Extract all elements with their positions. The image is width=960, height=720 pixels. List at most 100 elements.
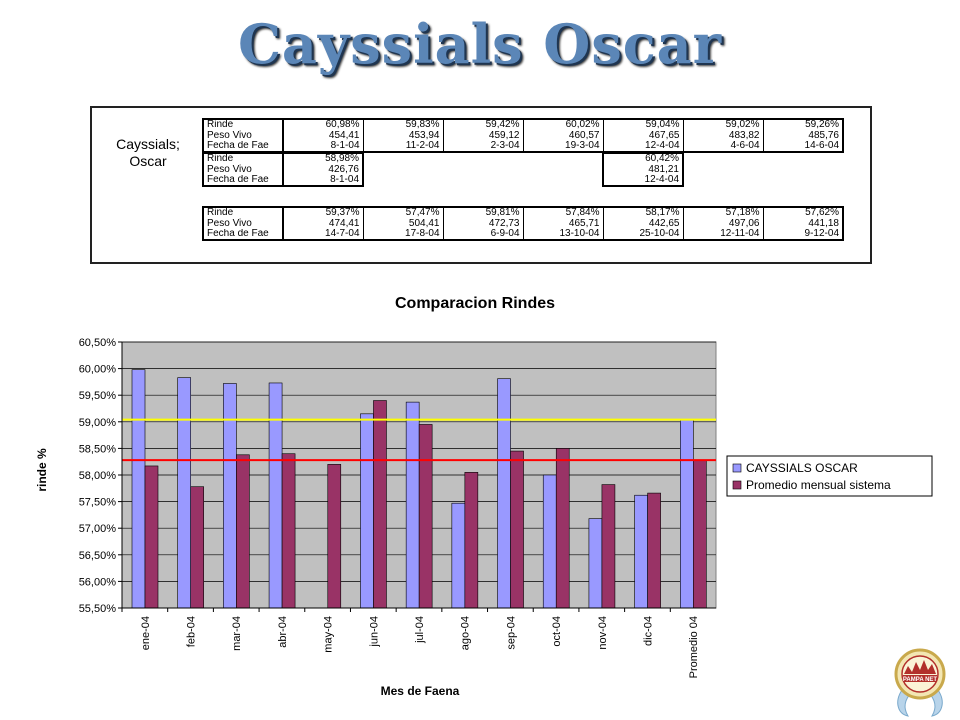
table-cell: 57,18% xyxy=(683,207,764,218)
table-cell: 60,98% xyxy=(283,119,364,130)
reference-lines xyxy=(122,418,716,462)
table-cell: 442,65 xyxy=(603,218,684,229)
table-block-1: Rinde 60,98% 59,83% 59,42% 60,02% 59,04% 59,02… xyxy=(202,118,844,153)
table-block-3: Rinde 59,37% 57,47% 59,81% 57,84% 58,17% 57,18… xyxy=(202,206,844,241)
table-cell: 8-1-04 xyxy=(283,141,364,152)
y-tick-label: 59,00% xyxy=(79,417,117,429)
table-cell: 59,37% xyxy=(283,207,364,218)
table-cell xyxy=(363,153,443,164)
x-tick-label: may-04 xyxy=(323,616,335,653)
table-cell: 14-6-04 xyxy=(763,141,844,152)
table-cell: 60,42% xyxy=(602,152,684,164)
bar xyxy=(144,465,159,609)
table-cell xyxy=(363,175,443,186)
table-cell xyxy=(683,175,763,186)
table-cell: 59,83% xyxy=(363,119,444,130)
table-cell: 4-6-04 xyxy=(683,141,764,152)
table-row: Rinde 60,98% 59,83% 59,42% 60,02% 59,04% 59,02… xyxy=(203,119,844,130)
table-cell xyxy=(523,175,603,186)
comparison-chart: Comparacion Rindes 55,50% 56,00% 56,50% 57,… xyxy=(35,295,933,698)
table-cell: 465,71 xyxy=(523,218,604,229)
y-tick-label: 55,50% xyxy=(79,603,117,615)
row-label: Rinde xyxy=(203,119,284,130)
x-tick-label: nov-04 xyxy=(597,616,609,650)
y-tick-label: 60,00% xyxy=(79,364,117,376)
x-tick-label: jun-04 xyxy=(368,616,380,648)
row-label: Peso Vivo xyxy=(203,130,284,141)
x-tick-label: feb-04 xyxy=(186,616,198,647)
bar xyxy=(601,484,616,609)
table-cell: 8-1-04 xyxy=(283,175,364,187)
row-label: Rinde xyxy=(202,152,284,164)
table-row: Peso Vivo 454,41 453,94 459,12 460,57 467,65 4… xyxy=(203,130,844,141)
bar xyxy=(693,459,707,609)
bar xyxy=(464,472,479,609)
table-cell: 11-2-04 xyxy=(363,141,444,152)
table-cell: 9-12-04 xyxy=(763,229,844,240)
x-tick-label: jul-04 xyxy=(414,616,426,644)
table-cell xyxy=(683,164,763,175)
table-cell xyxy=(443,164,523,175)
table-cell: 57,62% xyxy=(763,207,844,218)
table-cell: 19-3-04 xyxy=(523,141,604,152)
table-cell xyxy=(763,164,843,175)
table-cell: 467,65 xyxy=(603,130,684,141)
table-cell: 2-3-04 xyxy=(443,141,524,152)
table-cell: 12-4-04 xyxy=(603,141,684,152)
bars xyxy=(131,369,707,609)
table-row: Peso Vivo 426,76 481,21 xyxy=(202,164,843,175)
x-tick-label: ene-04 xyxy=(140,616,152,650)
table-cell xyxy=(683,153,763,164)
bar xyxy=(268,382,283,609)
table-cell: 17-8-04 xyxy=(363,229,444,240)
table-cell xyxy=(763,153,843,164)
table-cell: 460,57 xyxy=(523,130,604,141)
legend-label: CAYSSIALS OSCAR xyxy=(746,461,858,475)
table-cell: 453,94 xyxy=(363,130,444,141)
table-cell: 12-11-04 xyxy=(683,229,764,240)
bar xyxy=(327,464,342,609)
table-cell: 441,18 xyxy=(763,218,844,229)
bar xyxy=(360,413,374,609)
legend-swatch xyxy=(732,480,742,490)
y-tick-label: 56,00% xyxy=(79,576,117,588)
row-label: Peso Vivo xyxy=(202,164,284,175)
table-cell: 14-7-04 xyxy=(283,229,364,240)
table-cell: 485,76 xyxy=(763,130,844,141)
slide-title: Cayssials Oscar xyxy=(237,12,723,76)
table-row: Peso Vivo 474,41 504,41 472,73 465,71 442,65 4… xyxy=(203,218,844,229)
legend-swatch xyxy=(732,463,742,473)
bar xyxy=(510,450,524,609)
legend-label: Promedio mensual sistema xyxy=(746,478,891,492)
y-tick-label: 60,50% xyxy=(79,337,117,349)
table-cell: 426,76 xyxy=(283,164,364,175)
bar xyxy=(373,400,387,609)
bar xyxy=(680,419,694,609)
table-cell: 59,42% xyxy=(443,119,524,130)
x-axis: ene-04 feb-04 mar-04 abr-04 may-04 jun-04 jul-… xyxy=(121,607,716,678)
bar xyxy=(236,454,250,609)
table-cell: 59,81% xyxy=(443,207,524,218)
table-cell: 497,06 xyxy=(683,218,764,229)
x-tick-label: abr-04 xyxy=(277,616,289,648)
bar xyxy=(281,453,296,609)
table-cell: 57,84% xyxy=(523,207,604,218)
grower-label: Cayssials; Oscar xyxy=(96,136,200,170)
table-cell xyxy=(363,164,443,175)
table-cell: 58,17% xyxy=(603,207,684,218)
pampa-net-logo: PAMPA NET xyxy=(894,648,946,717)
x-tick-label: ago-04 xyxy=(460,616,472,650)
table-cell xyxy=(523,164,603,175)
table-row: Fecha de Fae 8-1-04 11-2-04 2-3-04 19-3-04 12… xyxy=(203,141,844,152)
row-label: Fecha de Fae xyxy=(203,141,284,152)
y-tick-label: 57,00% xyxy=(79,523,117,535)
x-tick-label: mar-04 xyxy=(231,616,243,651)
bar xyxy=(223,383,237,609)
bar xyxy=(634,494,648,609)
y-tick-label: 56,50% xyxy=(79,550,117,562)
chart-title: Comparacion Rindes xyxy=(395,295,555,312)
y-tick-label: 58,00% xyxy=(79,470,117,482)
y-axis: 55,50% 56,00% 56,50% 57,00% 57,50% 58,00% 58,5… xyxy=(79,337,123,615)
table-cell xyxy=(763,175,843,186)
grower-label-line1: Cayssials; xyxy=(116,136,180,152)
